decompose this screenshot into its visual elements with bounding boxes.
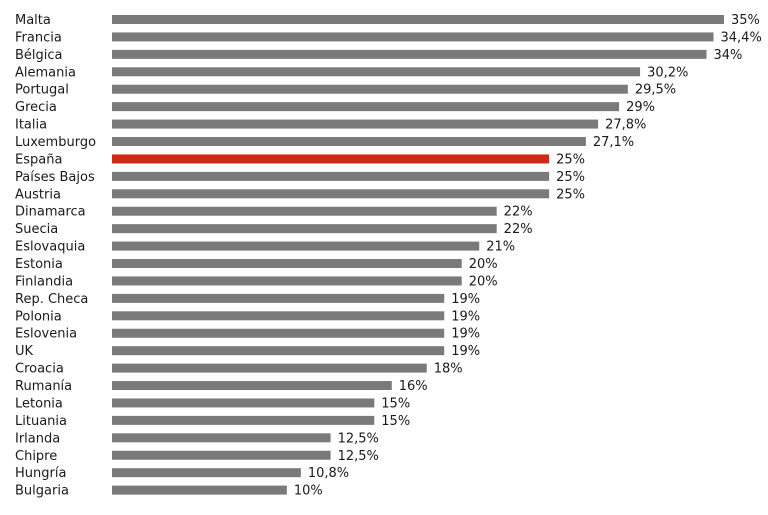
value-label: 27,1% (593, 135, 634, 150)
value-label: 22% (504, 222, 533, 237)
bar-highlight (112, 154, 550, 164)
bar (112, 311, 445, 321)
value-label: 25% (556, 152, 585, 167)
value-label: 19% (451, 292, 480, 307)
bar (112, 189, 550, 199)
value-label: 25% (556, 170, 585, 185)
bar (112, 398, 375, 408)
category-label: Eslovenia (15, 327, 77, 342)
bar (112, 433, 331, 443)
bar (112, 259, 462, 269)
bar (112, 49, 707, 59)
category-label: Grecia (15, 100, 57, 115)
value-label: 25% (556, 187, 585, 202)
value-label: 27,8% (605, 118, 646, 133)
category-label: UK (15, 344, 34, 359)
bar (112, 241, 480, 251)
category-label: Eslovaquia (15, 240, 85, 255)
category-label: Malta (15, 13, 51, 28)
bar (112, 171, 550, 181)
category-label: Luxemburgo (15, 135, 96, 150)
bar (112, 67, 641, 77)
value-label: 19% (451, 327, 480, 342)
bar (112, 485, 287, 495)
value-label: 20% (469, 257, 498, 272)
category-label: Dinamarca (15, 205, 86, 220)
value-label: 34,4% (721, 30, 762, 45)
category-label: Portugal (15, 83, 69, 98)
bar (112, 102, 620, 112)
category-label: España (15, 152, 62, 167)
value-label: 19% (451, 344, 480, 359)
value-label: 15% (381, 414, 410, 429)
value-label: 15% (381, 396, 410, 411)
category-label: Rep. Checa (15, 292, 88, 307)
value-label: 19% (451, 309, 480, 324)
value-label: 20% (469, 274, 498, 289)
category-labels: Malta Francia Bélgica Alemania Portugal Greci… (15, 13, 96, 499)
category-label: Finlandia (15, 274, 73, 289)
value-label: 21% (486, 240, 515, 255)
bar (112, 206, 497, 216)
category-label: Letonia (15, 396, 63, 411)
bar (112, 276, 462, 286)
bar (112, 15, 724, 24)
category-label: Bulgaria (15, 484, 69, 499)
value-label: 34% (714, 48, 743, 63)
bar (112, 468, 301, 478)
category-label: Alemania (15, 65, 76, 80)
category-label: Francia (15, 30, 62, 45)
category-label: Suecia (15, 222, 58, 237)
category-label: Estonia (15, 257, 63, 272)
value-label: 10% (294, 484, 323, 499)
bar (112, 381, 392, 391)
value-label: 29,5% (635, 83, 676, 98)
category-label: Italia (15, 118, 47, 133)
category-label: Polonia (15, 309, 62, 324)
bar (112, 224, 497, 234)
category-label: Irlanda (15, 431, 60, 446)
value-label: 22% (504, 205, 533, 220)
bar (112, 32, 714, 42)
bar (112, 84, 628, 94)
bar (112, 450, 331, 460)
bar (112, 119, 599, 129)
bars (112, 15, 724, 495)
bar (112, 137, 586, 147)
value-label: 12,5% (338, 449, 379, 464)
category-label: Bélgica (15, 48, 63, 63)
category-label: Países Bajos (15, 170, 95, 185)
value-label: 35% (731, 13, 760, 28)
value-label: 18% (434, 362, 463, 377)
bar (112, 346, 445, 356)
category-label: Rumanía (15, 379, 72, 394)
value-label: 10,8% (308, 466, 349, 481)
category-label: Lituania (15, 414, 67, 429)
value-label: 29% (626, 100, 655, 115)
category-label: Croacia (15, 362, 64, 377)
bar (112, 293, 445, 303)
value-label: 16% (399, 379, 428, 394)
value-label: 30,2% (647, 65, 688, 80)
value-label: 12,5% (338, 431, 379, 446)
category-label: Austria (15, 187, 61, 202)
category-label: Hungría (15, 466, 66, 481)
bar (112, 328, 445, 338)
bar (112, 415, 375, 425)
category-label: Chipre (15, 449, 57, 464)
bar (112, 363, 427, 373)
value-labels: 35% 34,4% 34% 30,2% 29,5% 29% 27,8% 27,1% 25% 25%… (294, 13, 762, 499)
